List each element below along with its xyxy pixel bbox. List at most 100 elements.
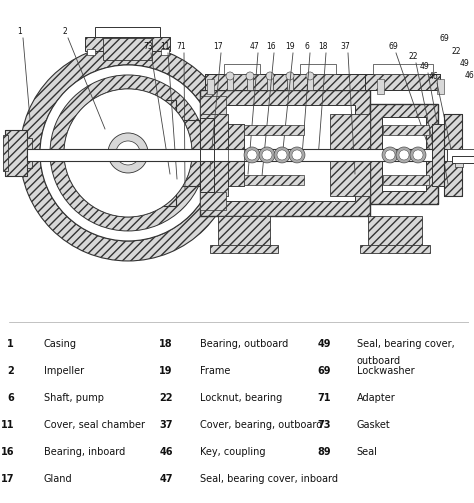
Bar — [148, 100, 176, 206]
Circle shape — [289, 147, 305, 163]
Text: 22: 22 — [408, 52, 418, 61]
Text: 69: 69 — [440, 35, 450, 43]
Bar — [382, 117, 426, 191]
Circle shape — [413, 150, 423, 160]
Text: Key, coupling: Key, coupling — [201, 447, 266, 457]
Bar — [365, 74, 440, 90]
Bar — [210, 245, 278, 253]
Text: Locknut, bearing: Locknut, bearing — [201, 393, 283, 403]
Circle shape — [40, 65, 216, 241]
Bar — [207, 79, 214, 94]
Text: Seal, bearing cover,: Seal, bearing cover, — [356, 339, 455, 349]
Text: 2: 2 — [63, 27, 67, 36]
Bar — [383, 175, 429, 185]
Bar — [444, 114, 462, 196]
Text: Seal, bearing cover, inboard: Seal, bearing cover, inboard — [201, 474, 338, 484]
Text: Casing: Casing — [44, 339, 77, 349]
Circle shape — [292, 150, 302, 160]
Text: Gland: Gland — [44, 474, 73, 484]
Circle shape — [247, 150, 257, 160]
Bar — [287, 76, 293, 90]
Bar — [87, 49, 95, 55]
Bar — [432, 124, 444, 186]
Bar — [227, 76, 233, 90]
Text: Shaft, pump: Shaft, pump — [44, 393, 104, 403]
Text: 73: 73 — [318, 420, 331, 430]
Text: 11: 11 — [0, 420, 14, 430]
Text: 47: 47 — [159, 474, 173, 484]
Bar — [215, 105, 355, 201]
Bar — [5, 130, 27, 176]
Bar — [377, 79, 384, 94]
Bar — [432, 124, 444, 186]
Bar — [383, 125, 429, 135]
Circle shape — [259, 147, 275, 163]
Bar — [176, 120, 200, 186]
Circle shape — [274, 147, 290, 163]
Text: Bearing, inboard: Bearing, inboard — [44, 447, 125, 457]
Bar — [228, 124, 244, 186]
Bar — [3, 135, 8, 171]
Text: 1: 1 — [7, 339, 14, 349]
Circle shape — [262, 150, 272, 160]
Wedge shape — [20, 45, 236, 261]
Text: 89: 89 — [318, 447, 331, 457]
Text: 1: 1 — [18, 27, 22, 36]
Text: Cover, bearing, outboard: Cover, bearing, outboard — [201, 420, 323, 430]
Text: 22: 22 — [159, 393, 173, 403]
Bar — [95, 27, 160, 37]
Bar — [455, 163, 463, 167]
Text: 17: 17 — [213, 42, 223, 51]
Bar — [365, 74, 440, 90]
Text: 6: 6 — [305, 42, 310, 51]
Circle shape — [64, 89, 192, 217]
Bar — [244, 125, 304, 135]
Bar — [228, 124, 244, 186]
Text: 18: 18 — [159, 339, 173, 349]
Text: 16: 16 — [0, 447, 14, 457]
Bar — [370, 104, 438, 204]
Text: 11: 11 — [160, 42, 170, 51]
Text: 49: 49 — [420, 62, 430, 71]
Text: 18: 18 — [318, 42, 328, 51]
Bar — [200, 118, 214, 192]
Circle shape — [306, 72, 314, 80]
Text: 19: 19 — [159, 366, 173, 376]
Text: 6: 6 — [7, 393, 14, 403]
Text: 37: 37 — [159, 420, 173, 430]
Circle shape — [385, 150, 395, 160]
Bar — [85, 37, 170, 51]
Circle shape — [396, 147, 412, 163]
Text: 71: 71 — [176, 42, 186, 51]
Bar — [437, 79, 444, 94]
Circle shape — [266, 72, 274, 80]
Text: 49: 49 — [318, 339, 331, 349]
Text: Impeller: Impeller — [44, 366, 84, 376]
Circle shape — [410, 147, 426, 163]
Bar — [205, 74, 365, 90]
Text: 46: 46 — [159, 447, 173, 457]
Text: 73: 73 — [143, 42, 153, 51]
Bar — [218, 216, 270, 248]
Text: Frame: Frame — [201, 366, 231, 376]
Text: 46: 46 — [465, 71, 474, 80]
Text: Gasket: Gasket — [356, 420, 391, 430]
Circle shape — [108, 133, 148, 173]
Bar — [300, 64, 336, 74]
Circle shape — [226, 72, 234, 80]
Bar — [224, 64, 260, 74]
Circle shape — [244, 147, 260, 163]
Text: 46: 46 — [429, 72, 439, 81]
Text: Adapter: Adapter — [356, 393, 395, 403]
Bar — [200, 192, 226, 210]
Text: 69: 69 — [388, 42, 398, 51]
Bar — [103, 38, 152, 60]
Text: 69: 69 — [318, 366, 331, 376]
Circle shape — [382, 147, 398, 163]
Text: 47: 47 — [250, 42, 260, 51]
Text: 16: 16 — [266, 42, 276, 51]
Circle shape — [277, 150, 287, 160]
Bar — [244, 175, 304, 185]
Wedge shape — [50, 75, 206, 231]
Text: Seal: Seal — [356, 447, 377, 457]
